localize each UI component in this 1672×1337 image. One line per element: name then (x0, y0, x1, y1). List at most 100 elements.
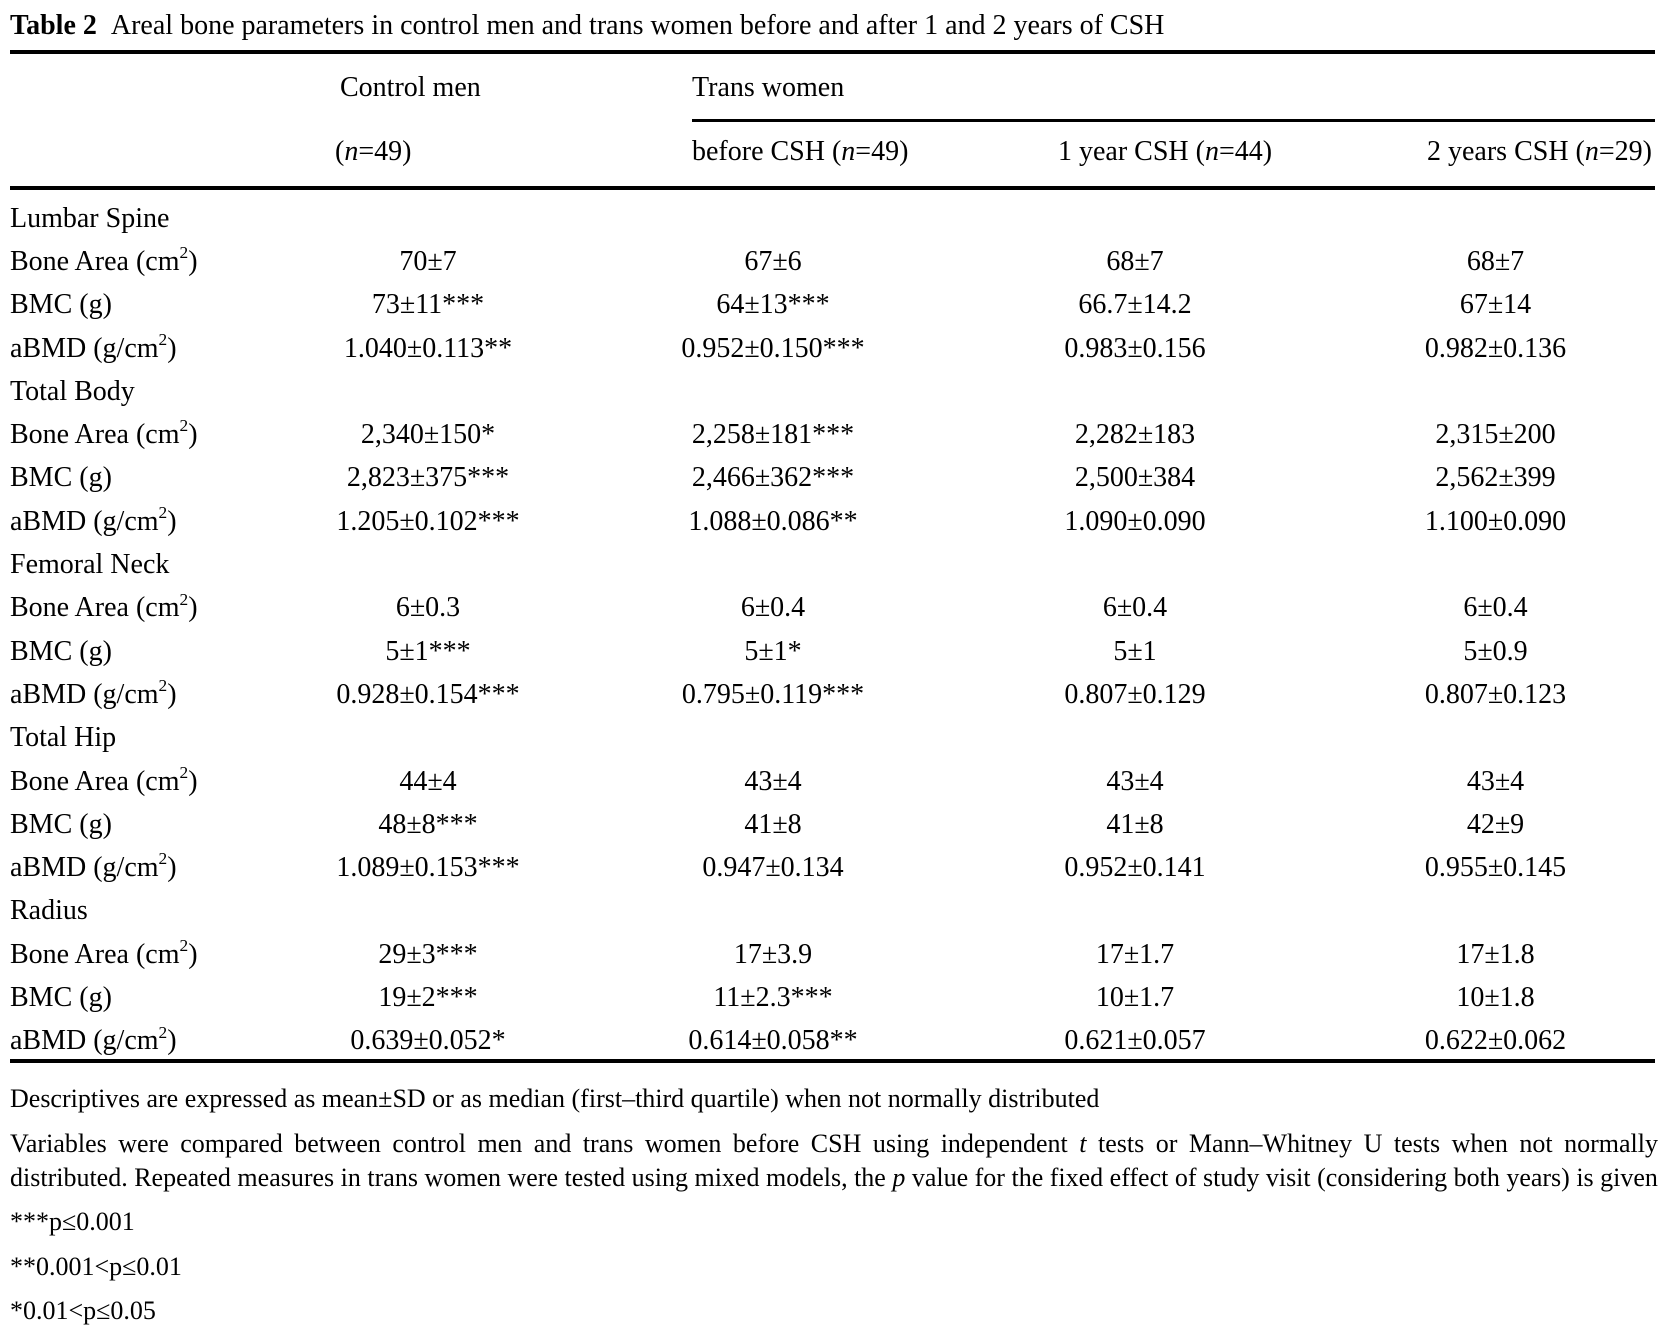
row-label: Bone Area (cm 2) (10, 762, 198, 797)
rule-top (10, 50, 1655, 54)
header-text: =44) (1218, 136, 1273, 167)
cell-value: 29±3*** (378, 938, 478, 970)
cell-value: 5±1*** (385, 635, 471, 667)
superscript: 2 (179, 243, 189, 263)
italic-n: n (841, 136, 856, 167)
cell-value: 19±2*** (378, 981, 478, 1013)
column-group-trans-women: Trans women (692, 72, 845, 103)
superscript: 2 (179, 936, 189, 956)
footnote-text: distributed. Repeated measures in trans … (10, 1163, 893, 1192)
rule-trans-women-span (692, 119, 1655, 122)
section-header: Total Hip (10, 722, 117, 754)
footnote-descriptives: Descriptives are expressed as mean±SD or… (10, 1084, 1100, 1113)
cell-value: 73±11*** (371, 289, 485, 321)
rule-table-bottom (10, 1059, 1655, 1063)
cell-value: 2,500±384 (1074, 462, 1196, 494)
cell-value: 41±8 (744, 808, 802, 840)
column-header-2-years-csh: 2 years CSH (n=29) (1427, 138, 1652, 166)
table-title: Areal bone parameters in control men and… (110, 10, 1165, 41)
italic-stat-symbol: t (1079, 1129, 1087, 1158)
header-text: =29) (1598, 136, 1652, 167)
superscript: 2 (179, 416, 189, 436)
row-label: Bone Area (cm 2) (10, 416, 198, 451)
superscript: 2 (158, 1022, 168, 1042)
cell-value: 0.983±0.156 (1064, 332, 1206, 364)
cell-value: 2,315±200 (1435, 419, 1556, 451)
cell-value: 6±0.4 (1102, 592, 1168, 624)
column-header-control-n: (n=49) (335, 138, 411, 166)
row-label: Bone Area (cm 2) (10, 589, 198, 624)
cell-value: 43±4 (1106, 765, 1164, 797)
cell-value: 70±7 (399, 245, 457, 277)
superscript: 2 (158, 329, 168, 349)
row-label: BMC (g) (10, 462, 112, 494)
superscript: 2 (158, 676, 168, 696)
footnote-methods-line: distributed. Repeated measures in trans … (10, 1161, 1658, 1195)
column-group-control-men: Control men (340, 72, 481, 103)
cell-value: 1.100±0.090 (1424, 505, 1567, 537)
cell-value: 6±0.3 (395, 592, 461, 624)
row-label: aBMD (g/cm 2) (10, 1022, 177, 1057)
rule-header-bottom (10, 186, 1655, 190)
superscript: 2 (179, 762, 189, 782)
cell-value: 0.622±0.062 (1424, 1025, 1567, 1057)
cell-value: 10±1.8 (1456, 981, 1535, 1013)
cell-value: 0.952±0.150*** (681, 332, 865, 364)
cell-value: 68±7 (1106, 245, 1164, 277)
cell-value: 0.928±0.154*** (336, 678, 520, 710)
cell-value: 2,340±150* (360, 419, 496, 451)
cell-value: 2,282±183 (1074, 419, 1196, 451)
column-header-before-csh: before CSH (n=49) (692, 138, 908, 166)
table-caption: Table 2 Areal bone parameters in control … (10, 12, 1164, 40)
italic-n: n (344, 136, 359, 167)
header-text: 1 year CSH ( (1058, 136, 1205, 167)
bone-parameters-table: Lumbar Spine Bone Area (cm 2) 70±7 67±6 68±7 6… (10, 197, 1655, 1063)
header-text: before CSH ( (692, 136, 842, 167)
cell-value: 48±8*** (378, 808, 478, 840)
row-label: aBMD (g/cm 2) (10, 676, 177, 710)
cell-value: 6±0.4 (740, 592, 806, 624)
row-label: Bone Area (cm 2) (10, 936, 198, 970)
cell-value: 11±2.3*** (713, 981, 833, 1013)
italic-stat-symbol: p (892, 1163, 906, 1192)
footnote-text: value for the fixed effect of study visi… (905, 1163, 1658, 1192)
cell-value: 44±4 (399, 765, 457, 797)
superscript: 2 (158, 849, 168, 869)
footnote-sig-001: ***p≤0.001 (10, 1207, 135, 1236)
cell-value: 5±0.9 (1463, 635, 1528, 667)
footnote-sig-05: *0.01<p≤0.05 (10, 1296, 156, 1325)
cell-value: 5±1 (1113, 635, 1157, 667)
cell-value: 0.952±0.141 (1064, 852, 1206, 884)
cell-value: 1.040±0.113** (343, 332, 513, 364)
cell-value: 41±8 (1106, 808, 1164, 840)
cell-value: 2,258±181*** (691, 419, 855, 451)
footnote-methods-line: Variables were compared between control … (10, 1127, 1658, 1161)
section-header: Total Body (10, 375, 135, 407)
section-header: Radius (10, 895, 88, 927)
cell-value: 0.614±0.058** (688, 1025, 858, 1057)
cell-value: 0.947±0.134 (702, 852, 844, 884)
column-header-1-year-csh: 1 year CSH (n=44) (1058, 138, 1272, 166)
cell-value: 5±1* (744, 635, 802, 667)
cell-value: 2,562±399 (1435, 462, 1556, 494)
cell-value: 64±13*** (716, 289, 830, 321)
italic-n: n (1204, 136, 1219, 167)
cell-value: 0.795±0.119*** (681, 678, 865, 710)
cell-value: 43±4 (744, 765, 802, 797)
cell-value: 0.955±0.145 (1424, 852, 1567, 884)
row-label: Bone Area (cm 2) (10, 243, 198, 277)
section-header: Femoral Neck (10, 549, 170, 581)
cell-value: 17±1.8 (1456, 938, 1535, 970)
footnote-methods: Variables were compared between control … (10, 1127, 1658, 1195)
cell-value: 1.088±0.086** (688, 505, 858, 537)
section-header: Lumbar Spine (10, 202, 170, 234)
cell-value: 2,466±362*** (691, 462, 855, 494)
cell-value: 42±9 (1466, 808, 1525, 840)
cell-value: 1.089±0.153*** (336, 852, 520, 884)
header-text: =49) (358, 136, 412, 167)
footnote-text: Variables were compared between control … (10, 1129, 1080, 1158)
cell-value: 0.807±0.129 (1064, 678, 1206, 710)
row-label: BMC (g) (10, 808, 112, 840)
cell-value: 66.7±14.2 (1078, 289, 1192, 321)
